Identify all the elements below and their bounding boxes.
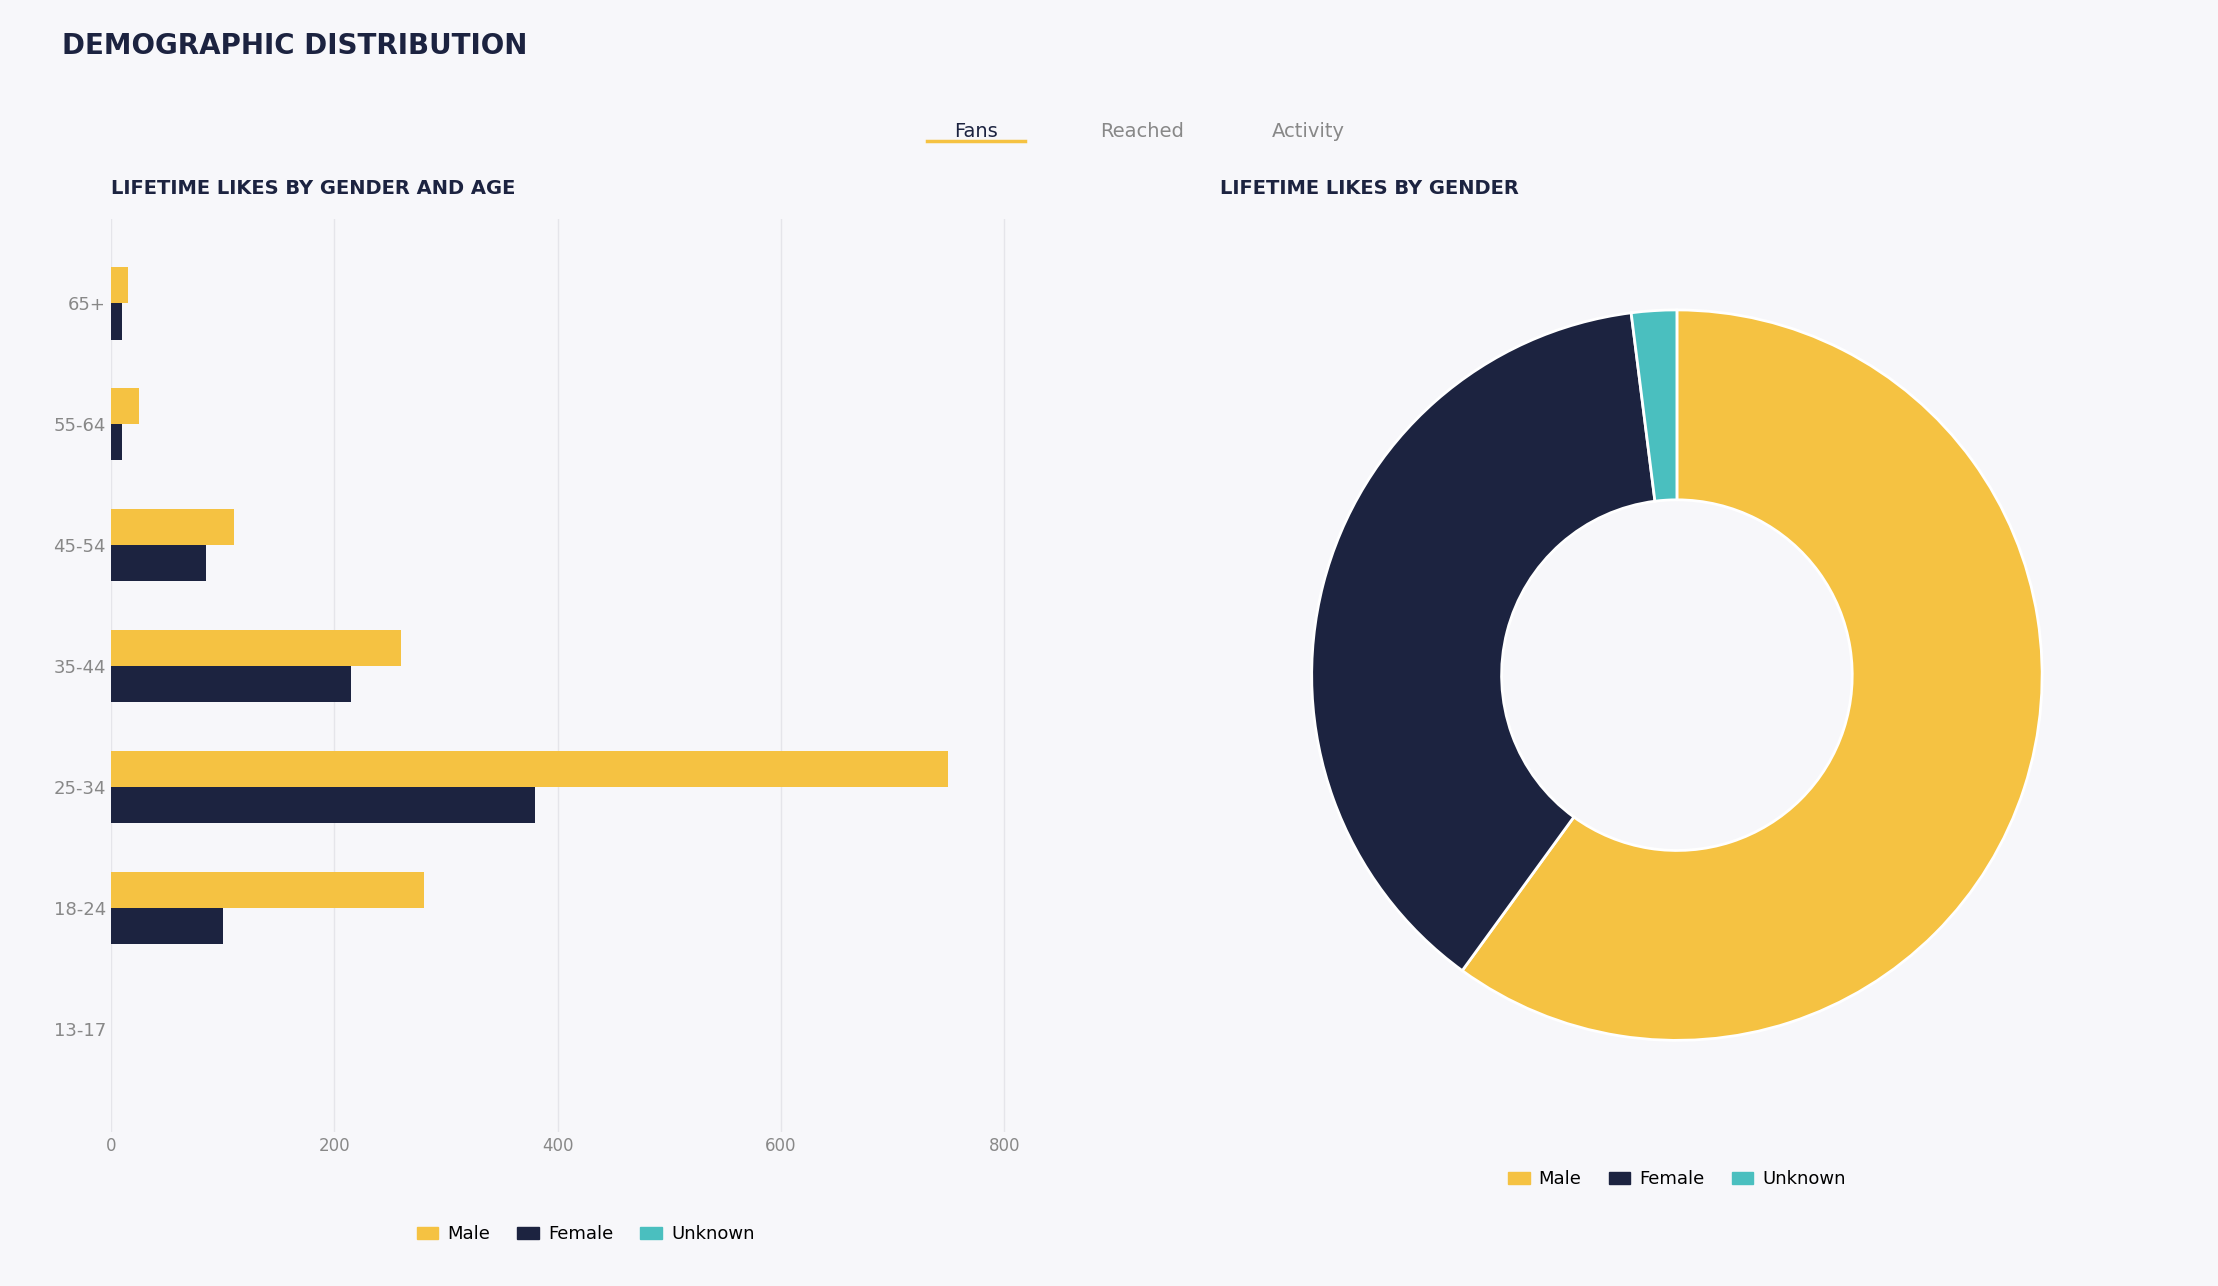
Wedge shape	[1462, 310, 2043, 1040]
Bar	[111, 424, 122, 460]
Bar	[111, 388, 140, 424]
Bar	[111, 751, 949, 787]
Wedge shape	[1630, 310, 1677, 502]
Legend: Male, Female, Unknown: Male, Female, Unknown	[410, 1218, 761, 1250]
Bar	[111, 908, 222, 944]
Text: Activity: Activity	[1273, 122, 1344, 141]
Text: LIFETIME LIKES BY GENDER: LIFETIME LIKES BY GENDER	[1220, 179, 1519, 198]
Bar	[111, 545, 206, 581]
Text: Reached: Reached	[1100, 122, 1184, 141]
Text: Fans: Fans	[954, 122, 998, 141]
Bar	[111, 872, 424, 908]
Text: DEMOGRAPHIC DISTRIBUTION: DEMOGRAPHIC DISTRIBUTION	[62, 32, 528, 60]
Bar	[111, 787, 535, 823]
Bar	[111, 303, 122, 340]
Bar	[111, 509, 233, 545]
Legend: Male, Female, Unknown: Male, Female, Unknown	[1502, 1164, 1852, 1196]
Bar	[111, 267, 129, 303]
Bar	[111, 666, 350, 702]
Wedge shape	[1311, 312, 1655, 971]
Bar	[111, 630, 401, 666]
Text: LIFETIME LIKES BY GENDER AND AGE: LIFETIME LIKES BY GENDER AND AGE	[111, 179, 515, 198]
